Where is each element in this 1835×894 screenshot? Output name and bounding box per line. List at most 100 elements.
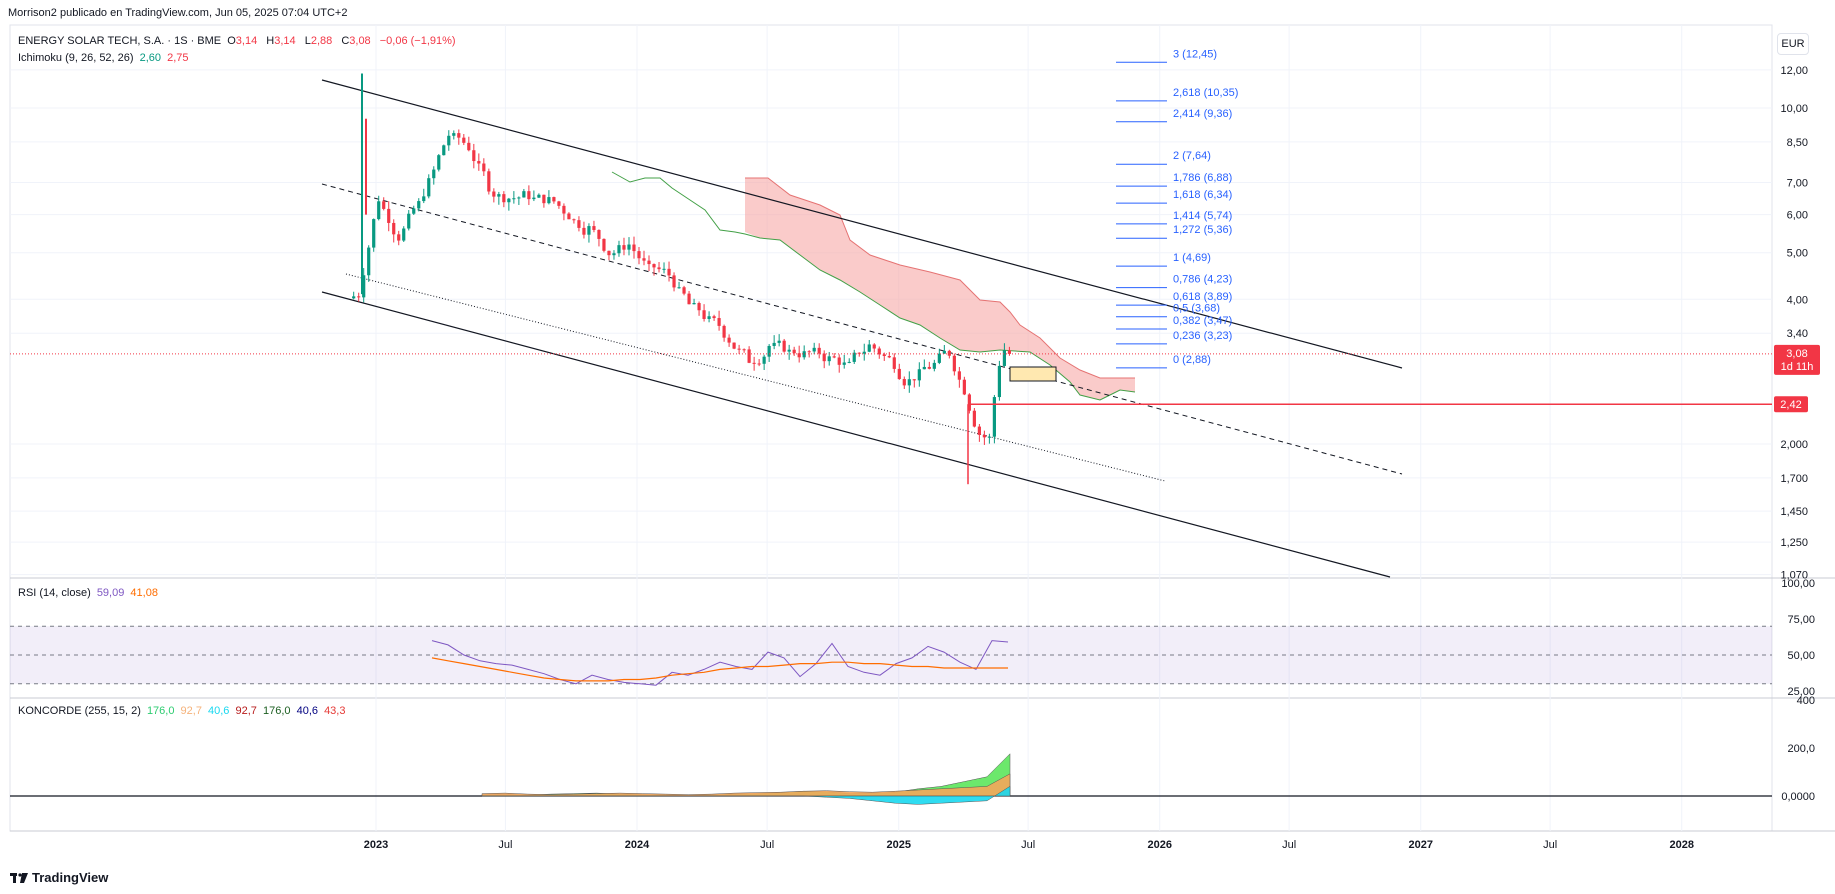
koncorde-tick-label: 0,0000	[1781, 791, 1815, 803]
candle-body	[927, 366, 931, 369]
candle-body	[757, 363, 761, 365]
rsi-label[interactable]: RSI (14, close)	[18, 587, 91, 599]
tradingview-logo-icon	[10, 872, 28, 883]
candle-body	[602, 238, 606, 251]
channel-lower-line	[321, 291, 1391, 578]
fib-level-label: 3 (12,45)	[1173, 48, 1217, 60]
candle-body	[957, 371, 961, 380]
candle-body	[432, 169, 436, 179]
candle-body	[722, 325, 726, 338]
candle-body	[592, 226, 596, 230]
candle-body	[387, 208, 391, 223]
candle-body	[882, 354, 886, 357]
ichimoku-value-2: 2,75	[167, 52, 189, 64]
candle-body	[787, 349, 791, 352]
candle-body	[662, 268, 666, 270]
candle-body	[997, 365, 1001, 398]
candle-body	[742, 349, 746, 351]
candle-body	[872, 344, 876, 349]
candle-body	[537, 194, 541, 198]
candle-body	[717, 318, 721, 326]
candle-body	[737, 348, 741, 350]
fibonacci-extension[interactable]: 3 (12,45) 2,618 (10,35) 2,414 (9,36) 2 (7,6…	[1009, 48, 1238, 382]
candle-body	[952, 355, 956, 372]
channel-median-line	[321, 183, 1403, 475]
candle-body	[802, 351, 806, 358]
candle-body	[922, 366, 926, 370]
symbol-legend[interactable]: ENERGY SOLAR TECH, S.A. · 1S · BME O 3,14…	[18, 35, 459, 47]
fib-level-label: 1,414 (5,74)	[1173, 210, 1232, 222]
candle-body	[637, 251, 641, 259]
koncorde-value-4: 92,7	[235, 705, 257, 717]
candle-body	[862, 351, 866, 354]
koncorde-value-7: 43,3	[324, 705, 346, 717]
candle-body	[842, 362, 846, 365]
candle-body	[647, 260, 651, 265]
price-axis[interactable]: 12,00 10,00 8,50 7,00 6,00 5,00 4,00 3,40 2,000 1…	[1780, 65, 1808, 582]
candle-body	[352, 296, 356, 299]
candle-body	[597, 229, 601, 239]
high-label: H	[266, 35, 275, 47]
high-value: 3,14	[274, 35, 296, 47]
time-tick-label: 2026	[1147, 839, 1171, 851]
close-label: C	[341, 35, 350, 47]
candle-body	[712, 316, 716, 319]
symbol-name[interactable]: ENERGY SOLAR TECH, S.A. · 1S · BME	[18, 35, 222, 47]
candle-body	[417, 201, 421, 209]
rsi-legend[interactable]: RSI (14, close) 59,09 41,08	[18, 587, 161, 599]
koncorde-tick-label: 200,0	[1787, 743, 1815, 755]
candle-body	[962, 379, 966, 395]
gridlines	[10, 25, 1772, 831]
candle-body	[507, 198, 511, 203]
candle-body	[407, 213, 411, 229]
candle-body	[632, 244, 636, 252]
candle-body	[587, 226, 591, 235]
candle-body	[987, 436, 991, 438]
price-tick-label: 1,700	[1780, 473, 1808, 485]
publisher-line: Morrison2 publicado en TradingView.com, …	[8, 7, 348, 19]
candle-body	[482, 163, 486, 172]
fib-level-label: 1,618 (6,34)	[1173, 189, 1232, 201]
fib-level-label: 0,618 (3,89)	[1173, 291, 1232, 303]
candle-body	[892, 357, 896, 369]
candle-body	[527, 191, 531, 200]
candle-body	[942, 350, 946, 354]
tradingview-brand[interactable]: TradingView	[10, 870, 108, 885]
fib-level-label: 1,786 (6,88)	[1173, 172, 1232, 184]
koncorde-label[interactable]: KONCORDE (255, 15, 2)	[18, 705, 141, 717]
fib-level-label: 1,272 (5,36)	[1173, 224, 1232, 236]
change-value: −0,06 (−1,91%)	[379, 35, 456, 47]
last-price-label: 3,08	[1786, 348, 1807, 360]
regression-channel[interactable]	[321, 79, 1403, 578]
fib-level-label: 0,5 (3,68)	[1173, 303, 1220, 315]
rsi-pane: 100,00 75,00 50,00 25,00	[10, 578, 1815, 698]
candle-body	[372, 219, 376, 248]
candle-body	[547, 197, 551, 204]
koncorde-value-6: 40,6	[296, 705, 318, 717]
koncorde-legend[interactable]: KONCORDE (255, 15, 2) 176,0 92,7 40,6 92…	[18, 705, 348, 717]
candle-body	[422, 196, 426, 202]
rsi-ma-value: 41,08	[130, 587, 158, 599]
rsi-tick-label: 100,00	[1781, 578, 1815, 590]
candle-body	[1007, 350, 1012, 354]
ichimoku-label[interactable]: Ichimoku (9, 26, 52, 26)	[18, 52, 134, 64]
open-label: O	[227, 35, 236, 47]
time-axis[interactable]: 2023 Jul 2024 Jul 2025 Jul 2026 Jul 2027 Jul 2028	[364, 839, 1694, 851]
candles	[352, 73, 1012, 445]
candle-body	[937, 353, 941, 363]
koncorde-value-5: 176,0	[262, 705, 291, 717]
price-tick-label: 10,00	[1780, 103, 1808, 115]
candle-body	[777, 340, 781, 343]
candle-body	[847, 361, 851, 363]
fib-level-label: 1 (4,69)	[1173, 252, 1211, 264]
fib-level-label: 2,618 (10,35)	[1173, 87, 1238, 99]
fib-level-label: 0 (2,88)	[1173, 354, 1211, 366]
currency-button[interactable]: EUR	[1777, 33, 1809, 55]
candle-body	[642, 258, 646, 261]
candle-body	[667, 268, 671, 276]
ichimoku-legend[interactable]: Ichimoku (9, 26, 52, 26) 2,60 2,75	[18, 52, 192, 64]
candle-body	[867, 344, 871, 352]
hline-badge-label: 2,42	[1780, 399, 1801, 411]
channel-upper-line	[321, 79, 1403, 369]
